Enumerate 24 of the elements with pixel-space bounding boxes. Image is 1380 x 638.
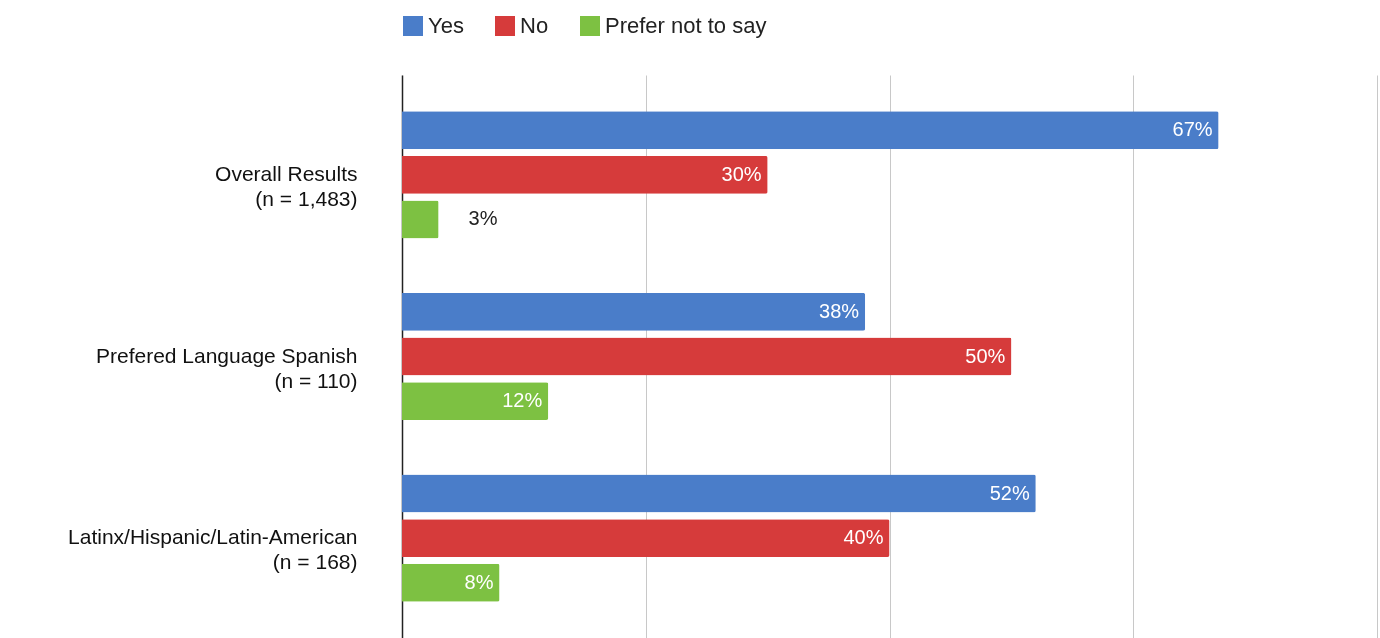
data-label: 40% [843,526,884,549]
bar [402,292,866,331]
bar [402,111,1219,150]
data-label: 38% [819,299,860,322]
bar [402,200,439,239]
y-tick-label: Latinx/Hispanic/Latin-American (n = 168) [68,525,358,574]
bar [402,474,1036,513]
bar [402,563,500,602]
y-tick-label: Overall Results (n = 1,483) [215,161,358,210]
bar [402,519,890,558]
legend-label: Prefer not to say [605,13,767,38]
data-label: 12% [502,389,543,412]
legend-label: Yes [428,13,464,38]
data-label: 52% [989,481,1030,504]
legend-label: No [520,13,549,38]
data-label: 50% [965,344,1006,367]
data-label: 30% [721,162,762,185]
y-tick-label: Prefered Language Spanish (n = 110) [95,343,358,392]
bar [402,155,768,194]
data-label: 67% [1172,118,1213,141]
data-label: 8% [464,570,494,593]
bar [402,382,549,421]
data-label: 3% [468,207,498,230]
bar [402,337,1012,376]
